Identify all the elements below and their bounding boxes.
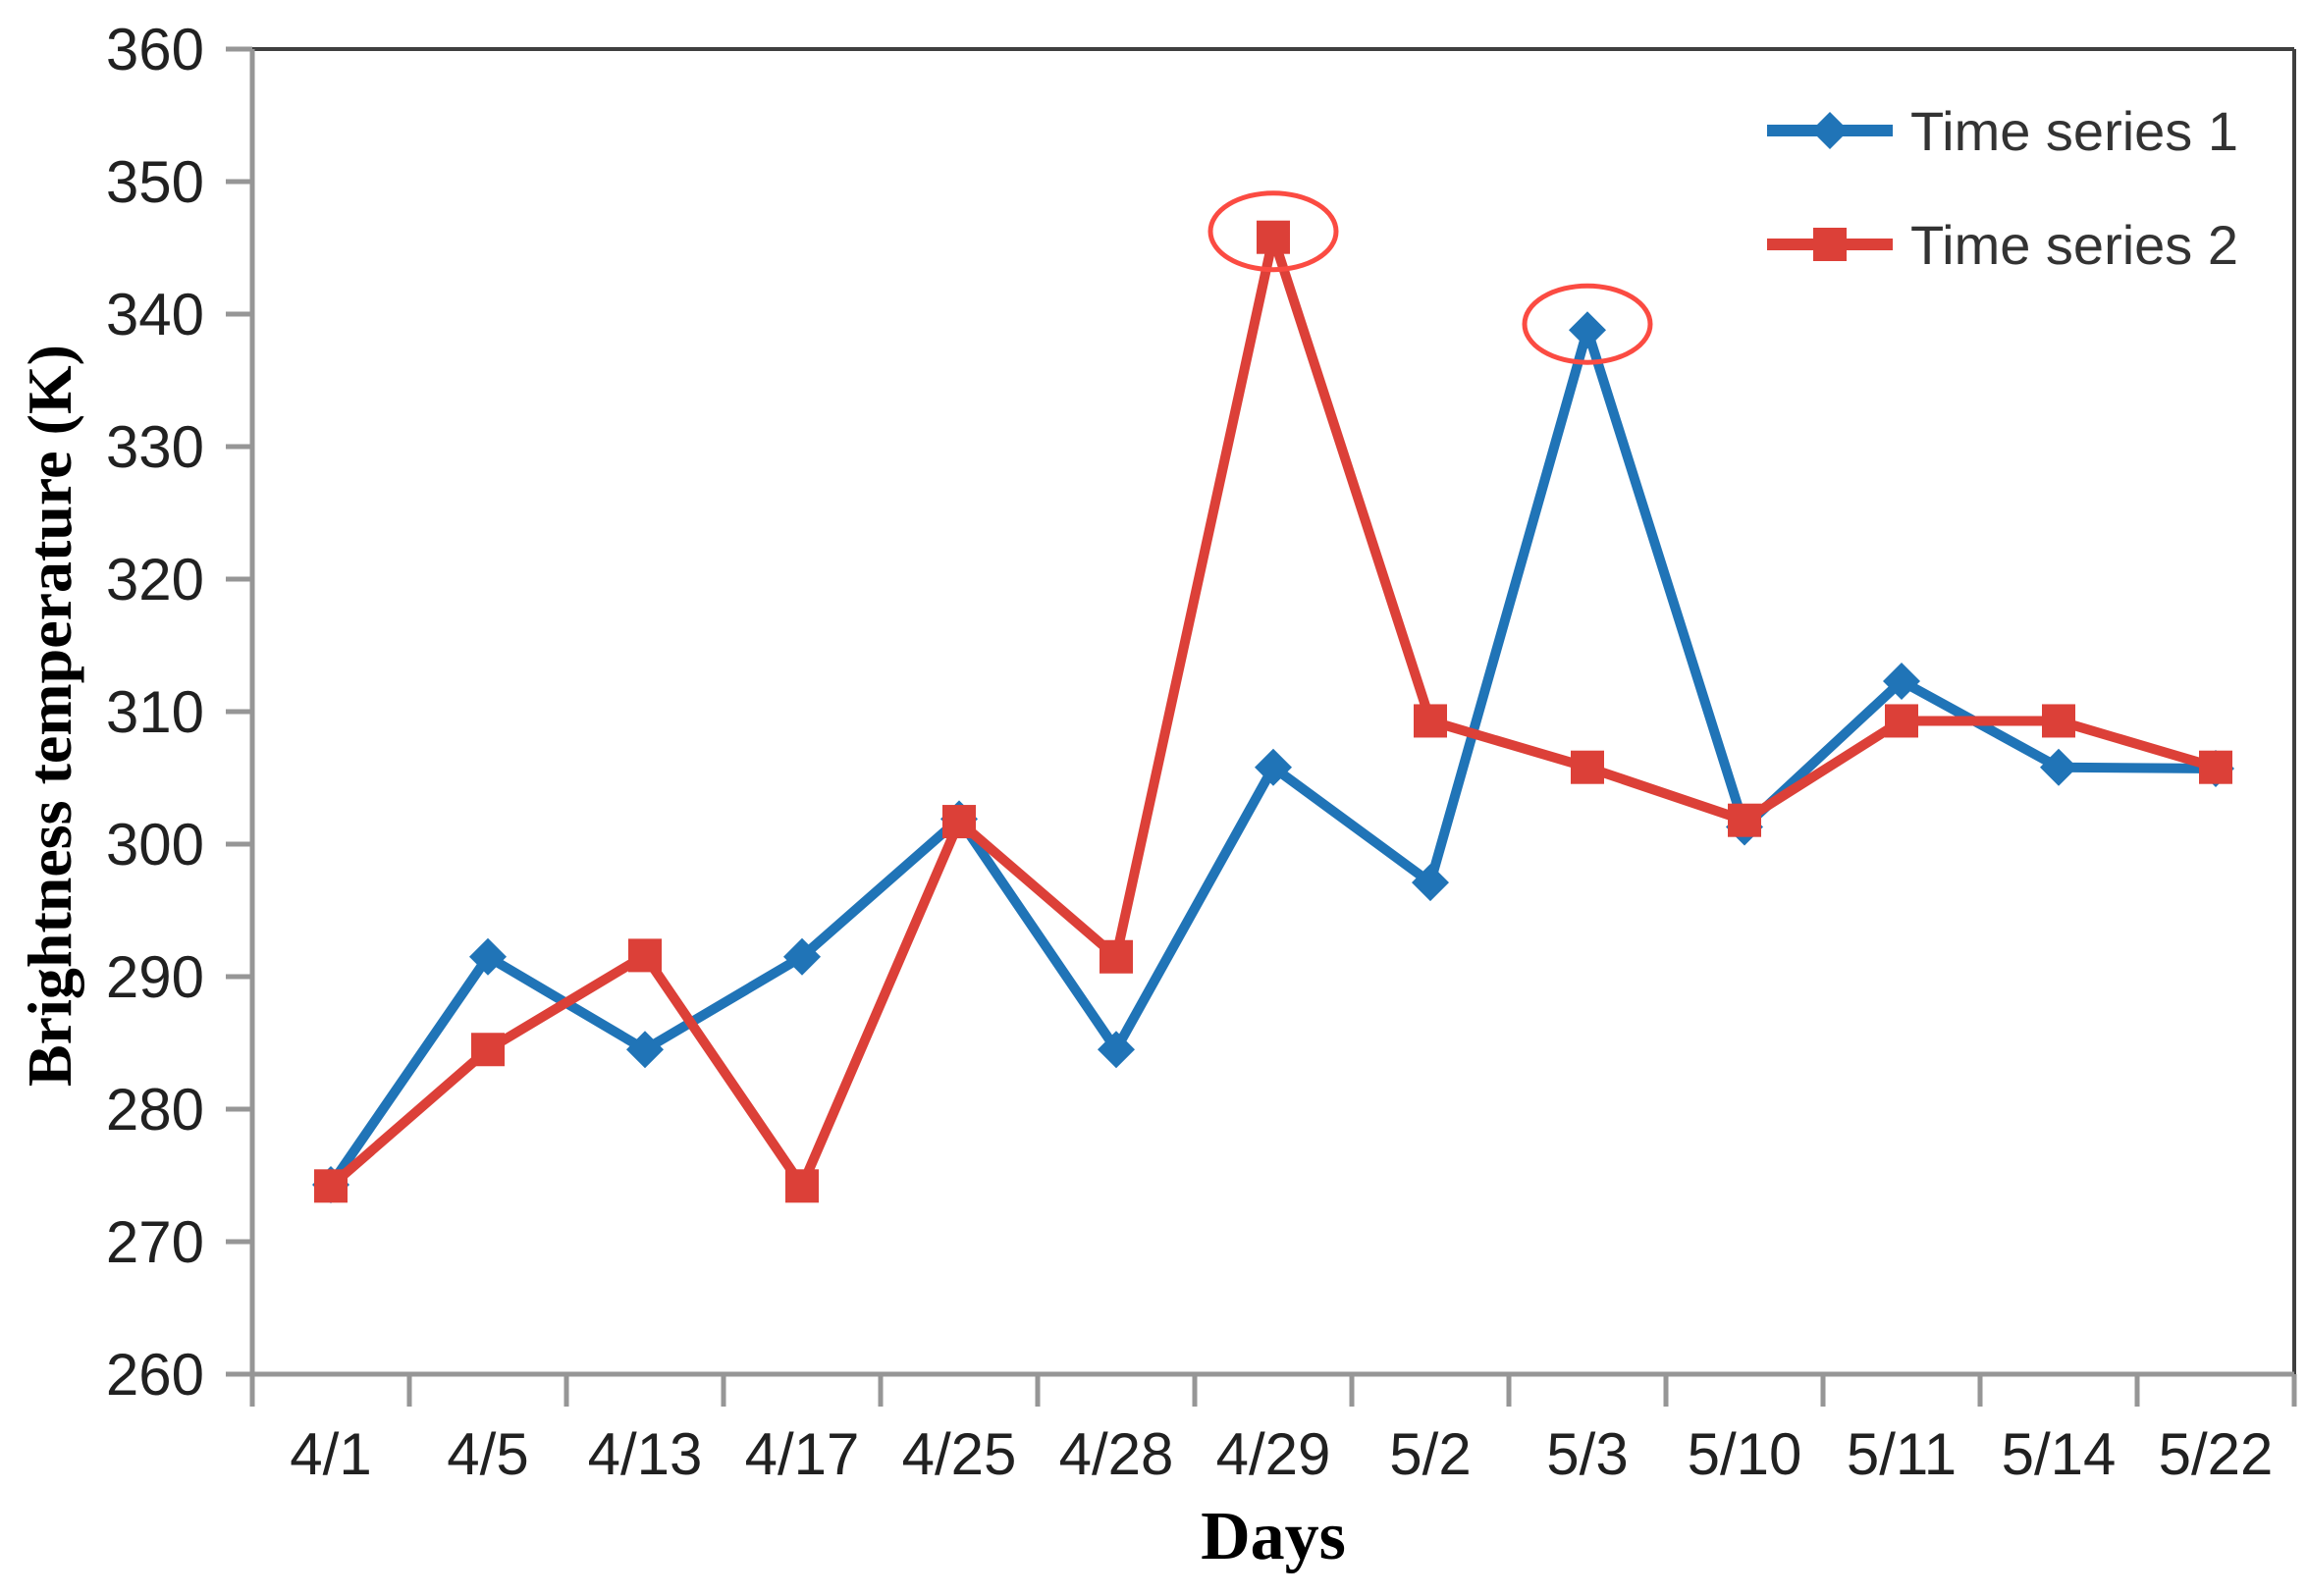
y-axis-ticks [226,46,252,1377]
data-point-time-series-2-4-28 [1100,939,1133,974]
y-axis-tick-labels: 260 270 280 290 300 310 320 330 340 350 360 [106,17,204,1408]
data-point-time-series-1-4-17 [783,937,821,976]
x-tick-label: 5/2 [1389,1421,1471,1487]
y-tick-label: 300 [106,812,204,878]
x-tick-label: 4/28 [1059,1421,1174,1487]
x-tick-label: 5/10 [1688,1421,1802,1487]
y-tick-label: 350 [106,149,204,215]
data-point-time-series-2-5-11 [1885,704,1918,738]
highlight-ellipse-4-29 [1207,190,1339,273]
x-axis-title: Days [1201,1499,1346,1574]
y-tick-label: 290 [106,944,204,1010]
data-point-time-series-1-5-2 [1412,864,1449,902]
legend-item-time-series-1: Time series 1 [1767,100,2238,162]
data-point-time-series-1-4-28 [1098,1031,1135,1069]
y-tick-label: 330 [106,414,204,480]
data-point-time-series-1-5-11 [1883,662,1920,700]
series-group [312,220,2234,1203]
data-point-time-series-2-4-17 [785,1169,819,1203]
y-tick-label: 270 [106,1209,204,1275]
x-tick-label: 5/3 [1546,1421,1628,1487]
x-tick-label: 5/22 [2159,1421,2274,1487]
legend-marker-square-icon [1813,228,1847,261]
data-point-time-series-2-5-3 [1571,750,1604,784]
data-point-time-series-2-4-13 [628,938,662,973]
data-point-time-series-1-4-29 [1255,748,1292,786]
x-axis-tick-labels: 4/1 4/5 4/13 4/17 4/25 4/28 4/29 5/2 5/3 5/10 5/11… [290,1421,2273,1487]
y-axis-title: Brightness temperature (K) [15,345,84,1087]
x-tick-label: 4/17 [745,1421,860,1487]
x-tick-label: 4/29 [1216,1421,1331,1487]
data-point-time-series-1-4-5 [469,937,507,976]
data-point-time-series-2-4-29 [1257,220,1290,254]
x-tick-label: 5/14 [2002,1421,2117,1487]
x-tick-label: 5/11 [1847,1421,1957,1487]
data-point-time-series-2-4-25 [942,805,976,839]
x-axis-ticks [249,1374,2297,1407]
data-point-time-series-2-4-5 [471,1033,505,1067]
x-tick-label: 4/1 [290,1421,371,1487]
y-tick-label: 320 [106,547,204,612]
data-point-time-series-1-5-3 [1569,311,1606,349]
legend-label-time-series-2: Time series 2 [1910,214,2238,276]
data-point-time-series-2-4-1 [314,1169,348,1203]
y-tick-label: 260 [106,1342,204,1408]
annotation-group [1207,190,1653,365]
data-point-time-series-2-5-14 [2042,704,2075,738]
x-tick-label: 4/5 [447,1421,528,1487]
x-tick-label: 4/13 [588,1421,703,1487]
data-point-time-series-2-5-10 [1728,803,1761,837]
legend-label-time-series-1: Time series 1 [1910,100,2238,162]
y-tick-label: 310 [106,679,204,745]
highlight-ellipse-5-3 [1522,283,1653,365]
data-point-time-series-1-5-14 [2040,748,2077,786]
legend-marker-diamond-icon [1811,112,1849,149]
data-point-time-series-1-4-13 [626,1031,664,1069]
y-tick-label: 340 [106,282,204,347]
x-tick-label: 4/25 [902,1421,1017,1487]
series-line-time-series-2 [326,232,2221,1192]
data-point-time-series-2-5-22 [2199,750,2232,784]
y-tick-label: 280 [106,1077,204,1143]
legend-item-time-series-2: Time series 2 [1767,214,2238,276]
legend: Time series 1 Time series 2 [1767,100,2238,276]
y-tick-label: 360 [106,17,204,82]
data-point-time-series-2-5-2 [1414,704,1447,738]
